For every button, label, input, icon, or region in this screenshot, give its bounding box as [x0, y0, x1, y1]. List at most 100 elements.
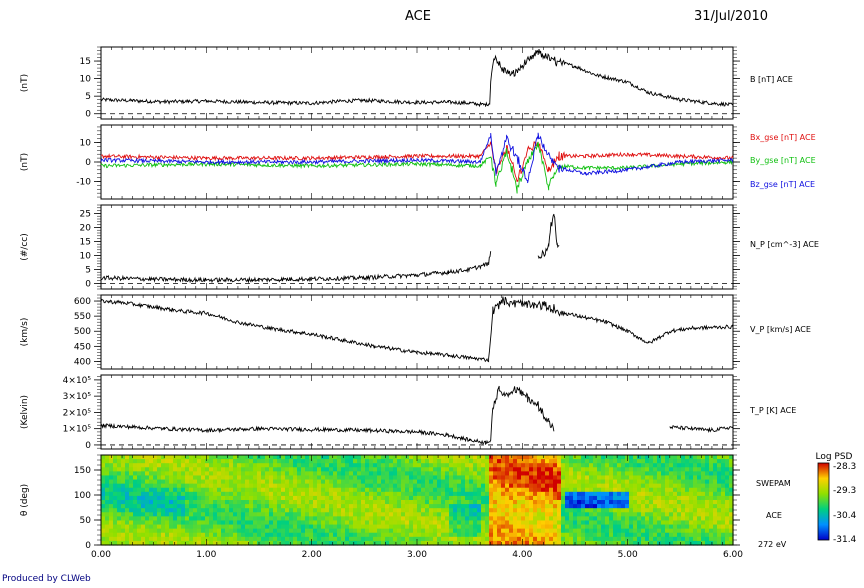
spectrogram-cell: [385, 459, 390, 464]
spectrogram-cell: [433, 467, 438, 472]
spectrogram-cell: [457, 495, 462, 501]
spectrogram-cell: [569, 528, 574, 534]
spectrogram-cell: [385, 479, 390, 485]
spectrogram-cell: [281, 528, 286, 534]
spectrogram-cell: [517, 508, 522, 513]
spectrogram-cell: [313, 483, 318, 489]
spectrogram-cell: [445, 467, 450, 472]
spectrogram-cell: [665, 491, 670, 497]
spectrogram-cell: [609, 471, 614, 477]
spectrogram-cell: [685, 540, 690, 546]
spectrogram-cell: [361, 504, 366, 509]
spectrogram-cell: [341, 504, 346, 509]
spectrogram-cell: [549, 459, 554, 464]
spectrogram-cell: [513, 528, 518, 534]
spectrogram-cell: [401, 459, 406, 464]
spectrogram-cell: [201, 455, 206, 460]
spectrogram-cell: [425, 516, 430, 522]
spectrogram-cell: [281, 483, 286, 489]
spectrogram-cell: [325, 504, 330, 509]
spectrogram-cell: [273, 455, 278, 460]
spectrogram-cell: [421, 504, 426, 509]
spectrogram-cell: [645, 532, 650, 538]
spectrogram-cell: [393, 524, 398, 530]
spectrogram-cell: [545, 532, 550, 538]
spectrogram-cell: [521, 455, 526, 460]
spectrogram-cell: [225, 524, 230, 530]
spectrogram-cell: [505, 508, 510, 513]
spectrogram-cell: [193, 455, 198, 460]
spectrogram-cell: [577, 524, 582, 530]
spectrogram-cell: [641, 467, 646, 472]
spectrogram-cell: [637, 487, 642, 493]
spectrogram-cell: [253, 495, 258, 501]
spectrogram-cell: [381, 459, 386, 464]
spectrogram-cell: [353, 495, 358, 501]
spectrogram-cell: [329, 495, 334, 501]
spectrogram-cell: [221, 487, 226, 493]
spectrogram-cell: [153, 491, 158, 497]
spectrogram-cell: [289, 520, 294, 526]
spectrogram-cell: [433, 500, 438, 505]
spectrogram-cell: [349, 487, 354, 493]
spectrogram-cell: [417, 495, 422, 501]
spectrogram-cell: [293, 524, 298, 530]
spectrogram-cell: [329, 471, 334, 477]
spectrogram-cell: [257, 491, 262, 497]
spectrogram-cell: [417, 475, 422, 481]
spectrogram-cell: [529, 536, 534, 542]
spectrogram-cell: [173, 508, 178, 513]
spectrogram-cell: [473, 500, 478, 505]
spectrogram-cell: [437, 495, 442, 501]
spectrogram-cell: [137, 508, 142, 513]
spectrogram-cell: [213, 532, 218, 538]
spectrogram-cell: [189, 483, 194, 489]
spectrogram-cell: [309, 508, 314, 513]
spectrogram-cell: [397, 528, 402, 534]
spectrogram-cell: [581, 483, 586, 489]
spectrogram-cell: [309, 540, 314, 546]
spectrogram-cell: [645, 479, 650, 485]
spectrogram-cell: [533, 500, 538, 505]
spectrogram-cell: [157, 516, 162, 522]
spectrogram-cell: [117, 479, 122, 485]
spectrogram-cell: [569, 520, 574, 526]
spectrogram-cell: [529, 475, 534, 481]
spectrogram-cell: [157, 471, 162, 477]
spectrogram-cell: [497, 536, 502, 542]
spectrogram-cell: [349, 504, 354, 509]
x-tick-label: 4.00: [512, 550, 532, 560]
spectrogram-cell: [677, 495, 682, 501]
spectrogram-cell: [729, 467, 734, 472]
spectrogram-cell: [337, 524, 342, 530]
spectrogram-cell: [113, 512, 118, 517]
spectrogram-cell: [465, 475, 470, 481]
spectrogram-cell: [529, 491, 534, 497]
spectrogram-cell: [225, 471, 230, 477]
spectrogram-cell: [701, 491, 706, 497]
spectrogram-cell: [121, 487, 126, 493]
spectrogram-cell: [413, 524, 418, 530]
spectrogram-cell: [717, 467, 722, 472]
spectrogram-cell: [525, 524, 530, 530]
legend-label: Bz_gse [nT] ACE: [750, 180, 815, 189]
spectrogram-cell: [377, 520, 382, 526]
spectrogram-cell: [133, 459, 138, 464]
spectrogram-cell: [317, 512, 322, 517]
spectrogram-cell: [113, 524, 118, 530]
spectrogram-cell: [417, 479, 422, 485]
spectrogram-cell: [681, 532, 686, 538]
spectrogram-cell: [313, 516, 318, 522]
spectrogram-cell: [661, 516, 666, 522]
spectrogram-cell: [473, 524, 478, 530]
spectrogram-cell: [601, 483, 606, 489]
spectrogram-cell: [633, 495, 638, 501]
spectrogram-cell: [605, 479, 610, 485]
spectrogram-cell: [433, 475, 438, 481]
spectrogram-cell: [501, 512, 506, 517]
spectrogram-cell: [221, 495, 226, 501]
spectrogram-cell: [309, 524, 314, 530]
spectrogram-cell: [321, 516, 326, 522]
spectrogram-cell: [337, 475, 342, 481]
spectrogram-cell: [445, 508, 450, 513]
